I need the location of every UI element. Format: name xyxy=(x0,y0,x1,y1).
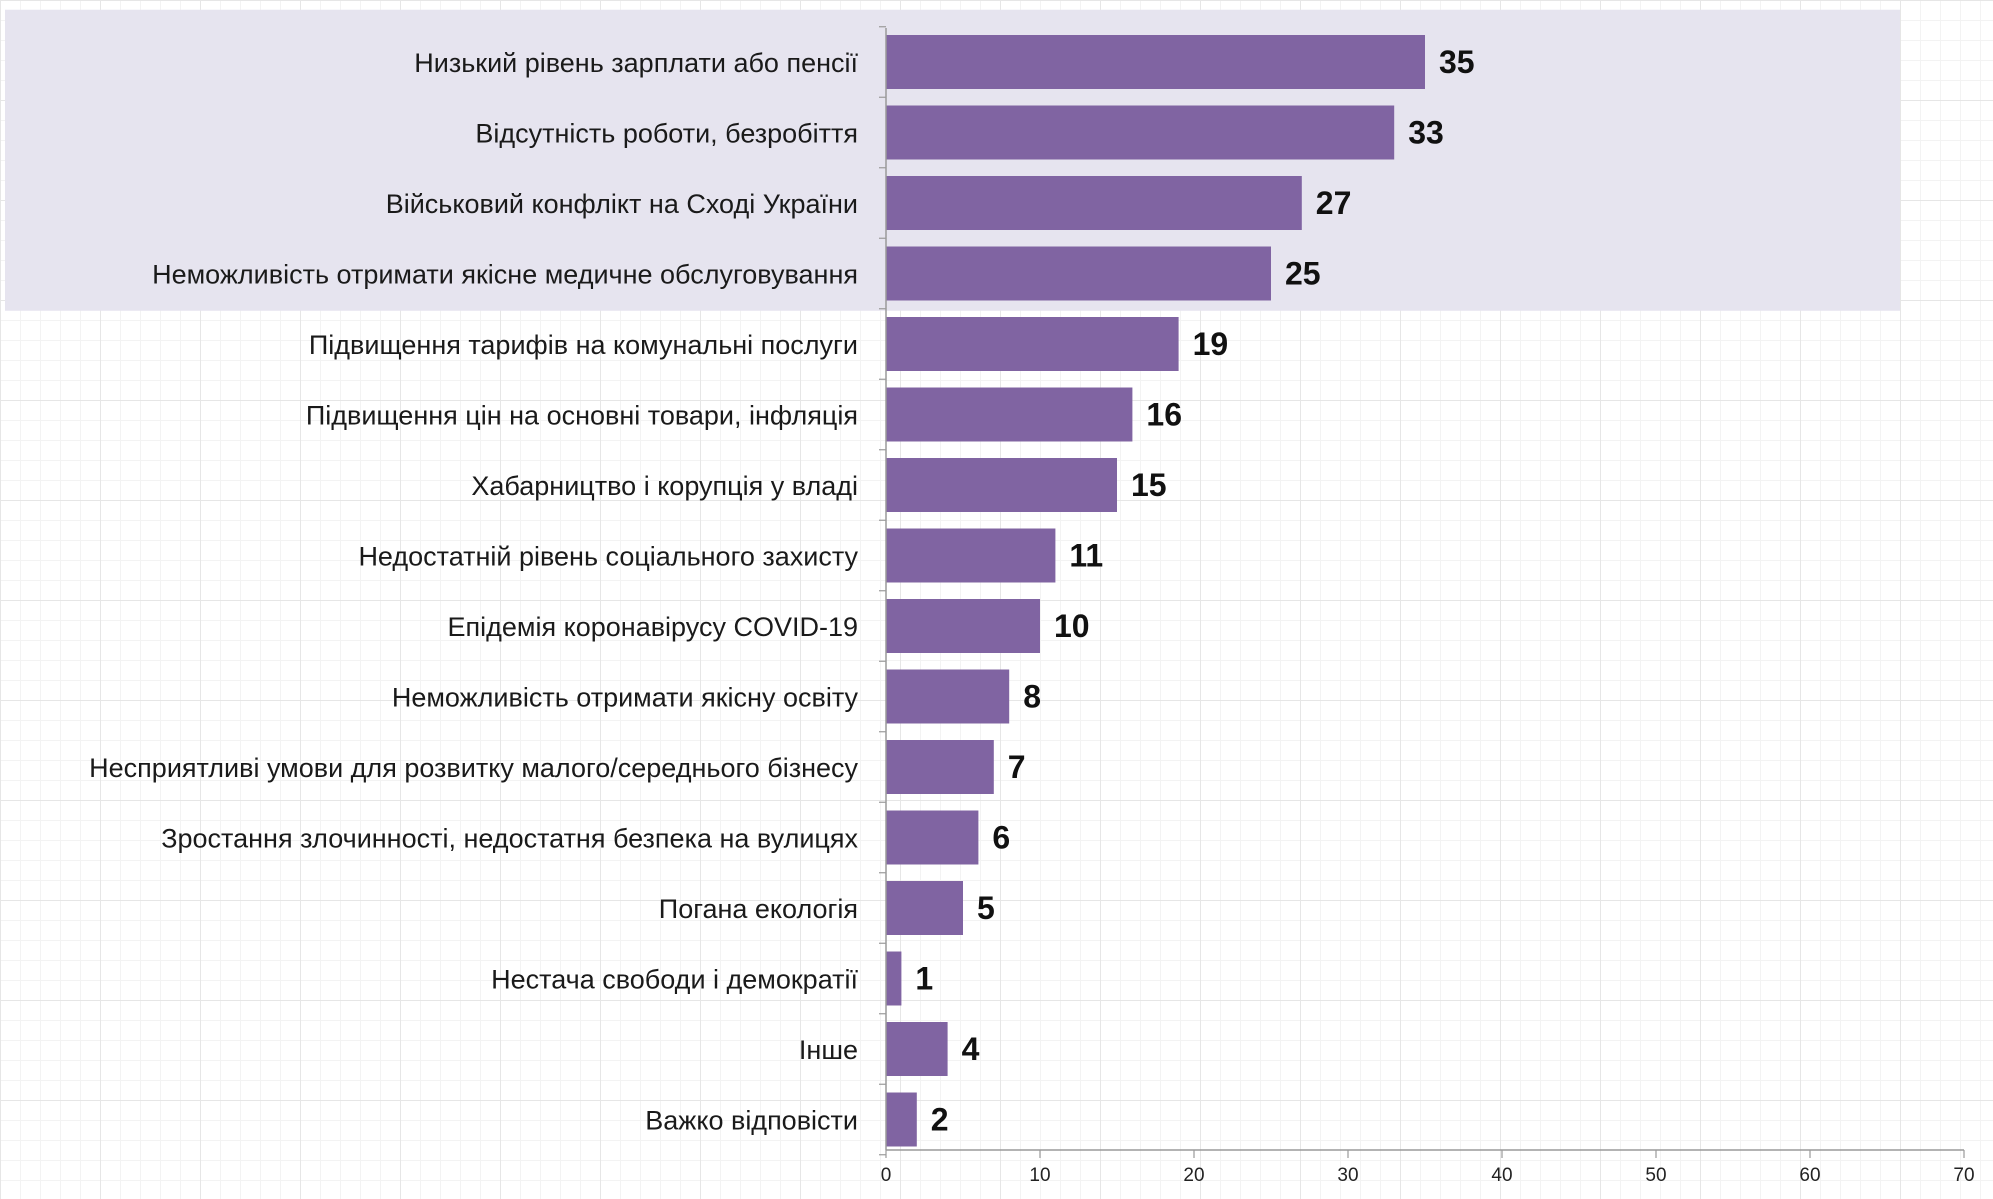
data-label: 5 xyxy=(977,890,995,926)
category-label: Погана екологія xyxy=(659,894,858,924)
bar xyxy=(886,810,979,865)
bar xyxy=(886,1092,917,1147)
x-tick-label: 20 xyxy=(1183,1165,1204,1186)
bar xyxy=(886,669,1010,724)
category-label: Зростання злочинності, недостатня безпек… xyxy=(161,824,858,854)
category-label: Військовий конфлікт на Сході України xyxy=(386,189,858,219)
bar xyxy=(886,176,1302,230)
bar xyxy=(886,1022,948,1076)
bar xyxy=(886,528,1056,583)
data-label: 11 xyxy=(1069,538,1103,574)
bars-layer xyxy=(886,35,1425,1147)
data-label: 7 xyxy=(1008,749,1026,785)
bar xyxy=(886,458,1117,512)
category-label: Нестача свободи і демократії xyxy=(491,965,858,995)
x-tick-label: 50 xyxy=(1645,1165,1666,1186)
category-label: Інше xyxy=(799,1035,858,1065)
category-label: Неможливість отримати якісне медичне обс… xyxy=(152,260,858,290)
data-label: 1 xyxy=(915,961,933,997)
data-label: 8 xyxy=(1023,679,1041,715)
category-label: Важко відповісти xyxy=(645,1106,858,1136)
category-label: Неможливість отримати якісну освіту xyxy=(392,683,859,713)
category-label: Епідемія коронавірусу COVID-19 xyxy=(448,612,858,642)
category-label: Несприятливі умови для розвитку малого/с… xyxy=(89,753,858,783)
data-label: 19 xyxy=(1193,326,1229,362)
bar xyxy=(886,246,1271,301)
x-tick-label: 0 xyxy=(881,1165,892,1186)
category-label: Підвищення цін на основні товари, інфляц… xyxy=(306,401,858,431)
data-label: 4 xyxy=(962,1031,980,1067)
labels-layer: Низький рівень зарплати або пенсії 35 Відс… xyxy=(89,44,1474,1138)
category-label: Недостатній рівень соціального захисту xyxy=(358,542,858,572)
bar xyxy=(886,317,1179,371)
x-axis: 0 10 20 30 40 50 60 70 xyxy=(879,26,1975,1186)
category-label: Низький рівень зарплати або пенсії xyxy=(414,48,858,78)
bar xyxy=(886,881,963,935)
data-label: 35 xyxy=(1439,44,1475,80)
x-tick-label: 70 xyxy=(1953,1165,1974,1186)
x-tick-label: 40 xyxy=(1491,1165,1512,1186)
data-label: 6 xyxy=(992,820,1010,856)
bar xyxy=(886,387,1133,442)
category-label: Хабарництво і корупція у владі xyxy=(471,471,858,501)
data-label: 25 xyxy=(1285,256,1321,292)
x-tick-label: 30 xyxy=(1337,1165,1358,1186)
bar xyxy=(886,740,994,794)
data-label: 15 xyxy=(1131,467,1167,503)
bar xyxy=(886,951,902,1006)
category-label: Підвищення тарифів на комунальні послуги xyxy=(309,330,858,360)
data-label: 10 xyxy=(1054,608,1090,644)
category-label: Відсутність роботи, безробіття xyxy=(475,119,858,149)
data-label: 2 xyxy=(931,1102,949,1138)
data-label: 33 xyxy=(1408,115,1444,151)
x-tick-label: 60 xyxy=(1799,1165,1820,1186)
x-tick-label: 10 xyxy=(1029,1165,1050,1186)
data-label: 27 xyxy=(1316,185,1352,221)
bar xyxy=(886,105,1395,160)
bar xyxy=(886,599,1040,653)
data-label: 16 xyxy=(1146,397,1182,433)
bar xyxy=(886,35,1425,89)
